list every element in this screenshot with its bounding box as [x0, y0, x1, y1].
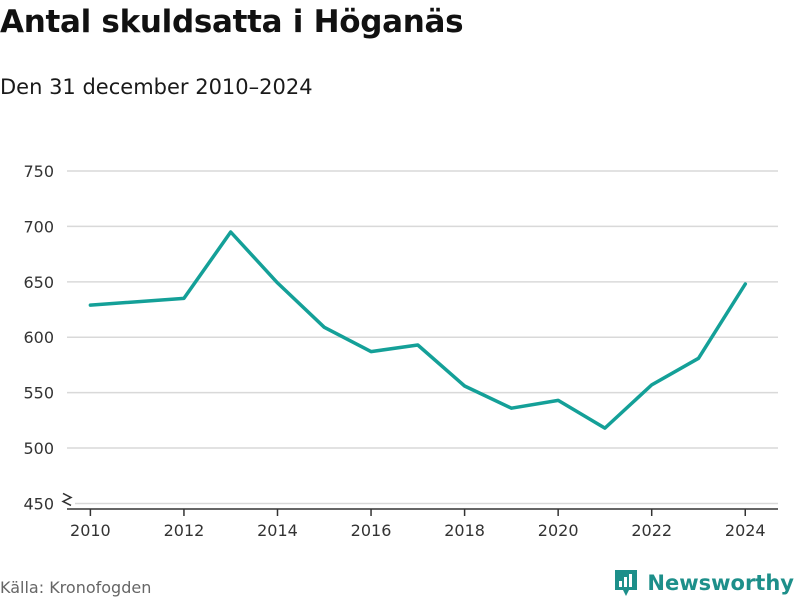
x-axis: 2010 2012 2014 2016 2018 2020 2022 2024: [61, 491, 778, 540]
series-line-0: [88, 230, 748, 430]
newsworthy-icon: [615, 570, 638, 596]
x-tick-label: 2022: [631, 521, 672, 540]
source-note: Källa: Kronofogden: [0, 578, 152, 597]
brand-name: Newsworthy: [647, 571, 794, 595]
y-tick-label: 700: [23, 217, 54, 236]
axis-break-icon: [61, 492, 73, 507]
series-layer: [88, 230, 748, 430]
chart-title: Antal skuldsatta i Höganäs: [0, 4, 464, 40]
x-tick-label: 2016: [351, 521, 392, 540]
y-tick-label: 550: [23, 384, 54, 403]
x-tick-label: 2018: [444, 521, 485, 540]
x-tick-label: 2024: [725, 521, 766, 540]
y-tick-label: 750: [23, 162, 54, 181]
y-tick-label: 650: [23, 273, 54, 292]
y-tick-label: 450: [23, 494, 54, 513]
chart-subtitle: Den 31 december 2010–2024: [0, 75, 313, 99]
y-axis-ticks: 450 500 550 600 650 700 750: [23, 162, 54, 513]
y-tick-label: 500: [23, 439, 54, 458]
x-tick-label: 2014: [257, 521, 298, 540]
brand-logo: Newsworthy: [613, 568, 794, 598]
x-tick-label: 2012: [164, 521, 205, 540]
x-tick-label: 2020: [538, 521, 579, 540]
gridlines: [67, 170, 778, 505]
x-tick-label: 2010: [70, 521, 111, 540]
y-tick-label: 600: [23, 328, 54, 347]
